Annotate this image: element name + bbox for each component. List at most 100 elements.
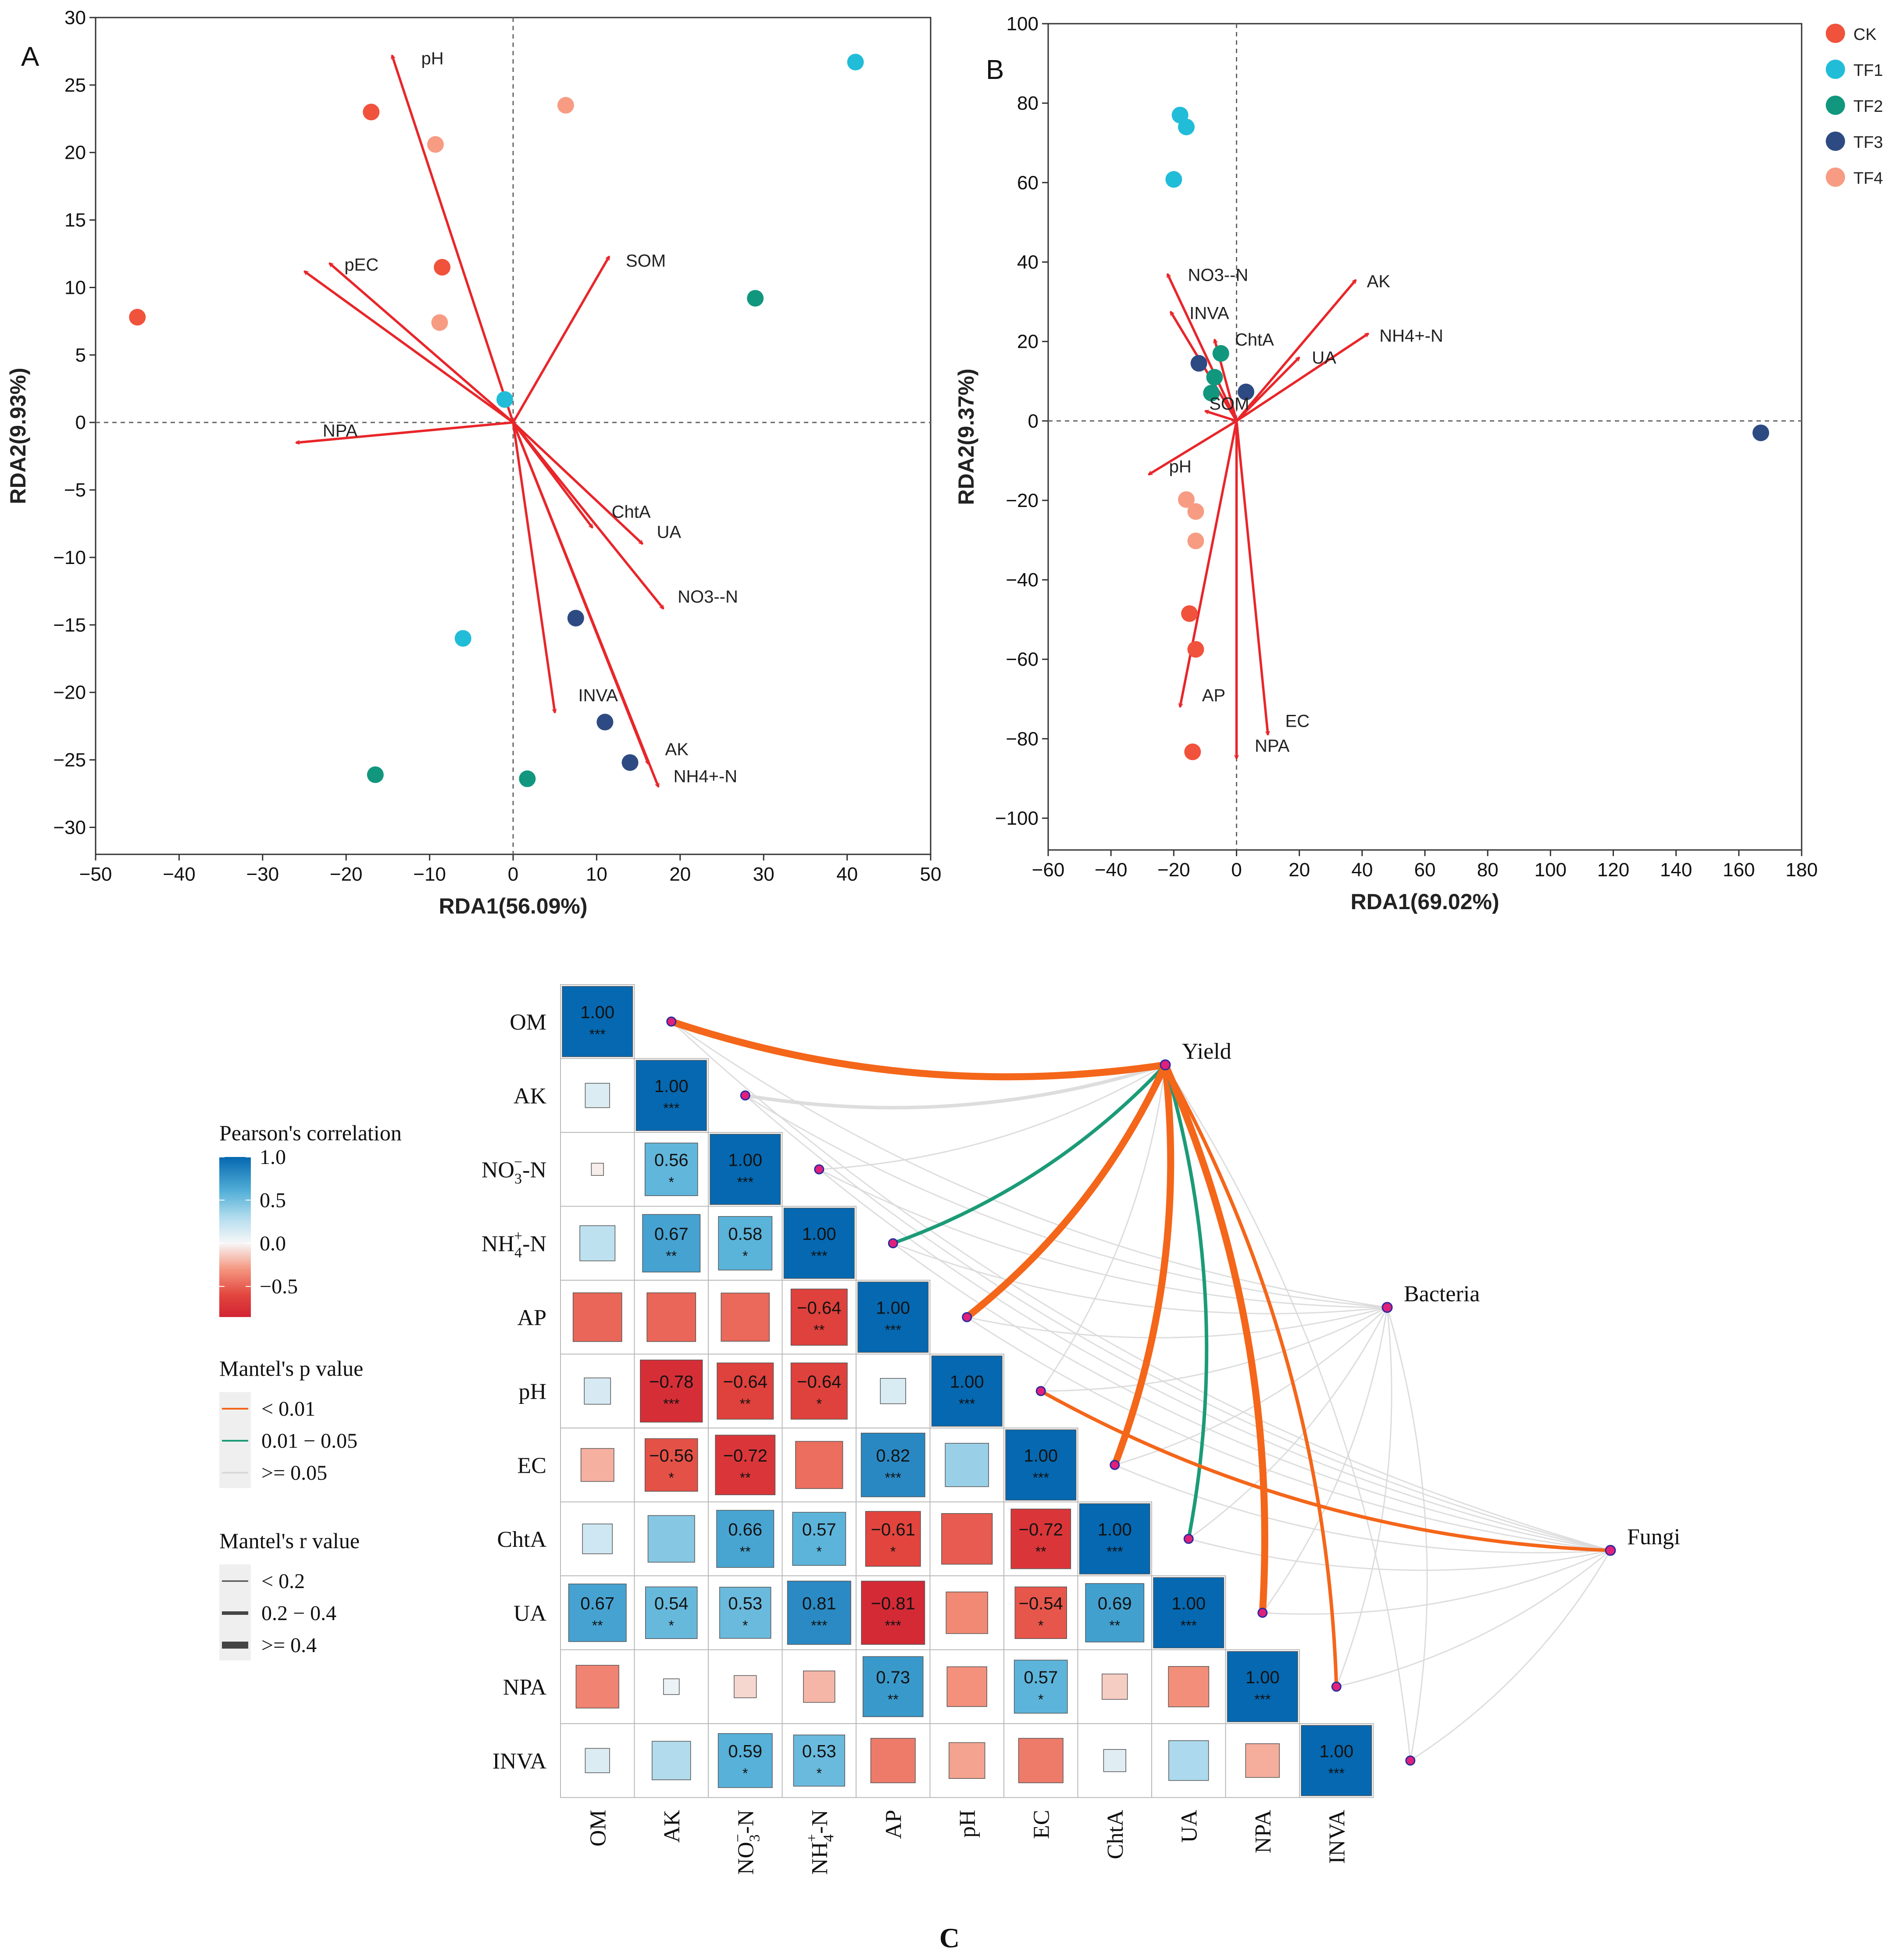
panel-label: A: [21, 42, 39, 72]
corr-square: [591, 1163, 604, 1176]
colorbar-segment: [219, 1226, 251, 1229]
corr-square: [718, 1216, 773, 1271]
x-tick-label: −20: [1157, 859, 1190, 881]
corr-square: [1245, 1743, 1280, 1778]
x-tick-label: 20: [1289, 859, 1310, 881]
target-node-label-bacteria: Bacteria: [1404, 1282, 1480, 1307]
corr-value: 0.57: [802, 1520, 836, 1539]
y-tick-label: −20: [1006, 490, 1039, 511]
x-tick-label: 40: [1351, 859, 1373, 881]
vector-arrow: [296, 421, 514, 443]
corr-value: −0.56: [649, 1446, 693, 1465]
colorbar-segment: [219, 1303, 251, 1307]
colorbar-segment: [219, 1250, 251, 1253]
variable-anchor-dot: [666, 1016, 677, 1027]
colorbar-tick-label: 1.0: [260, 1146, 286, 1169]
corr-square: [572, 1292, 622, 1342]
vector-label: ChtA: [612, 502, 651, 521]
sample-point-tf1: [1165, 171, 1182, 188]
corr-square: [1301, 1725, 1372, 1796]
colorbar-segment: [219, 1306, 251, 1309]
sample-point-tf3: [596, 714, 614, 731]
mantel-link-bacteria: [671, 1021, 1388, 1308]
colorbar-segment: [219, 1279, 251, 1283]
corr-square: [663, 1678, 680, 1695]
colorbar-segment: [219, 1178, 251, 1182]
vector-arrow: [392, 55, 514, 423]
corr-value: −0.78: [649, 1372, 693, 1392]
variable-anchor-dot: [814, 1164, 825, 1175]
corr-value: 0.54: [654, 1594, 689, 1613]
sample-point-tf2: [519, 770, 536, 787]
corr-significance: ***: [1328, 1765, 1345, 1781]
corr-significance: **: [888, 1692, 899, 1707]
corr-significance: **: [592, 1617, 603, 1633]
corr-significance: ***: [663, 1396, 679, 1412]
corr-square: [585, 1748, 610, 1773]
y-tick-label: 100: [1007, 13, 1039, 35]
x-tick-label: 0: [508, 864, 518, 885]
row-label: NPA: [503, 1675, 547, 1700]
corr-value: 1.00: [1246, 1668, 1280, 1687]
y-tick-label: 10: [64, 277, 86, 298]
corr-square: [1103, 1749, 1126, 1772]
corr-square: [1018, 1738, 1064, 1783]
vector-label: ChtA: [1235, 330, 1274, 350]
col-label: EC: [1029, 1810, 1054, 1839]
colorbar-segment: [219, 1247, 251, 1251]
x-tick-label: 140: [1660, 859, 1692, 881]
y-tick-label: −60: [1006, 649, 1039, 670]
col-label: ChtA: [1103, 1810, 1128, 1859]
corr-significance: **: [1109, 1617, 1120, 1633]
colorbar-segment: [219, 1268, 251, 1272]
corr-square: [865, 1511, 921, 1567]
corr-square: [861, 1581, 925, 1645]
variable-anchor-dot: [888, 1238, 898, 1249]
corr-square: [645, 1586, 698, 1639]
corr-square: [787, 1581, 851, 1645]
vector-arrow: [1166, 274, 1238, 421]
corr-square: [646, 1292, 696, 1342]
colorbar-segment: [219, 1191, 251, 1195]
vector-arrow: [1235, 332, 1369, 422]
corr-significance: ***: [811, 1248, 827, 1264]
vector-label: NH4+-N: [674, 767, 738, 786]
corr-square: [585, 1083, 610, 1108]
row-label: ChtA: [497, 1527, 546, 1552]
mantel-link-yield: [1111, 1061, 1174, 1469]
y-tick-label: 20: [1017, 331, 1039, 353]
corr-value: 0.73: [876, 1668, 910, 1687]
col-label: OM: [585, 1810, 610, 1847]
y-tick-label: 0: [1028, 411, 1039, 432]
p-legend-label: < 0.01: [261, 1397, 315, 1421]
colorbar-segment: [219, 1194, 251, 1197]
corr-square: [870, 1738, 916, 1783]
corr-value: 0.69: [1098, 1594, 1132, 1613]
corr-square: [1005, 1429, 1077, 1501]
corr-square: [1014, 1660, 1068, 1714]
corr-value: 1.00: [1171, 1594, 1206, 1613]
colorbar-segment: [219, 1218, 251, 1221]
x-tick-label: 160: [1723, 859, 1755, 881]
p-legend-label: 0.01 − 0.05: [261, 1429, 357, 1453]
mantel-link-fungi: [1410, 1549, 1611, 1761]
mantel-link-yield: [1164, 1063, 1339, 1689]
panel-c-label: C: [939, 1922, 960, 1953]
mantel-link-fungi: [1039, 1389, 1612, 1552]
colorbar-tick-label: 0.0: [260, 1232, 286, 1255]
corr-significance: ***: [811, 1617, 827, 1633]
corr-value: −0.72: [1019, 1520, 1063, 1539]
sample-point-ck: [1187, 641, 1204, 658]
y-axis-label: RDA2(9.37%): [954, 368, 978, 505]
corr-value: 0.58: [728, 1225, 762, 1244]
colorbar-segment: [219, 1181, 251, 1184]
colorbar-segment: [219, 1314, 251, 1317]
corr-square: [640, 1360, 703, 1423]
corr-significance: **: [740, 1396, 751, 1412]
corr-value: −0.54: [1019, 1594, 1063, 1613]
y-tick-label: 15: [64, 210, 86, 231]
x-tick-label: −30: [246, 864, 279, 885]
mantel-link-bacteria: [1262, 1307, 1388, 1614]
col-label: UA: [1177, 1810, 1202, 1843]
x-tick-label: −60: [1032, 859, 1065, 881]
